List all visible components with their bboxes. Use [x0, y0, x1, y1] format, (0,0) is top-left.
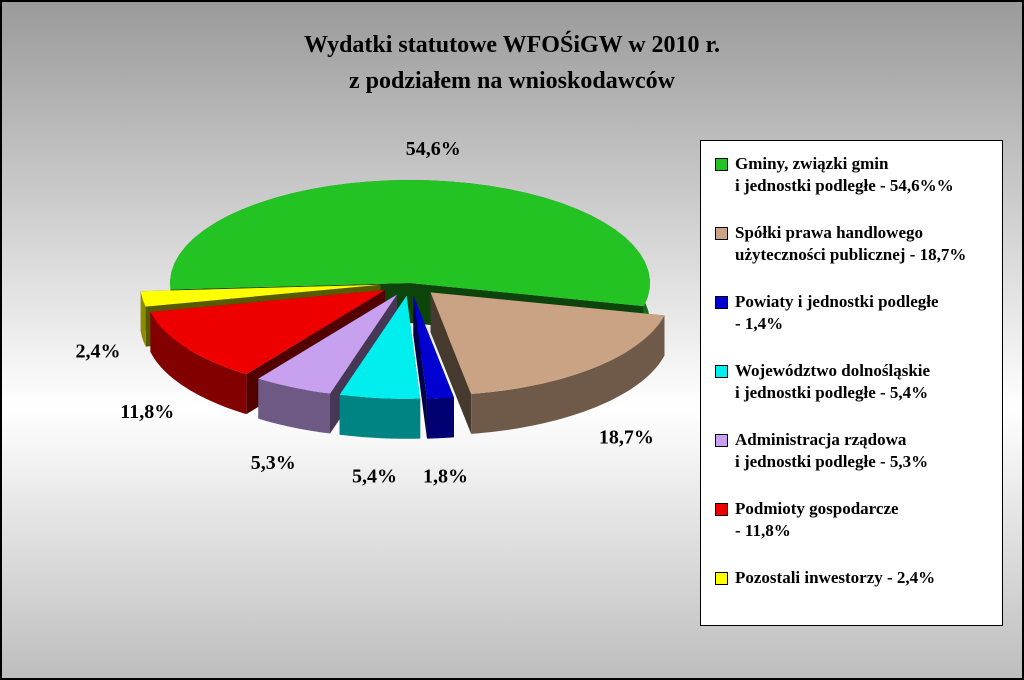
slice-wall	[339, 394, 421, 439]
slice-wall	[150, 311, 247, 415]
chart-subtitle: z podziałem na wnioskodawców	[349, 68, 676, 94]
slice-top	[258, 294, 397, 394]
slice-top	[150, 290, 385, 375]
legend-swatch	[715, 572, 728, 585]
chart-title: Wydatki statutowe WFOŚiGW w 2010 r.	[304, 31, 720, 58]
legend-swatch	[715, 296, 728, 309]
slice-side	[413, 295, 427, 439]
legend-swatch	[715, 227, 728, 240]
legend-entry: Gminy, związki gmin i jednostki podległe…	[713, 153, 994, 197]
legend-label: Pozostali inwestorzy - 2,4%	[735, 568, 936, 587]
data-label: 54,6%	[406, 138, 461, 160]
slice-wall	[258, 378, 331, 434]
slice-wall	[471, 315, 665, 434]
slice-side	[430, 292, 472, 434]
legend-swatch	[715, 434, 728, 447]
slice-top	[413, 295, 454, 399]
legend-label: Powiaty i jednostki podległe - 1,4%	[735, 292, 939, 333]
legend-entry: Województwo dolnośląskie i jednostki pod…	[713, 360, 994, 404]
data-label: 18,7%	[599, 427, 654, 449]
slice	[413, 295, 454, 439]
data-label: 5,3%	[251, 452, 296, 474]
legend-label: Administracja rządowa i jednostki podleg…	[735, 430, 929, 471]
slice	[430, 292, 665, 434]
data-label: 2,4%	[76, 341, 121, 363]
legend-label: Spółki prawa handlowego użyteczności pub…	[735, 223, 967, 264]
slice-wall	[426, 397, 454, 439]
legend-label: Podmioty gospodarcze - 11,8%	[735, 499, 899, 540]
legend-entry: Administracja rządowa i jednostki podleg…	[713, 429, 994, 473]
legend-entry: Spółki prawa handlowego użyteczności pub…	[713, 222, 994, 266]
legend-entry: Podmioty gospodarcze - 11,8%	[713, 498, 994, 542]
slice-top	[430, 292, 665, 394]
legend-entry: Pozostali inwestorzy - 2,4%	[713, 567, 994, 589]
legend-entry: Powiaty i jednostki podległe - 1,4%	[713, 291, 994, 335]
data-label: 1,8%	[423, 466, 468, 488]
legend-swatch	[715, 365, 728, 378]
slice	[339, 295, 421, 439]
legend-swatch	[715, 158, 728, 171]
pie: 54,6% 18,7% 1,8% 5,4% 5,3% 11,8% 2,4%	[76, 138, 665, 488]
legend-label: Gminy, związki gmin i jednostki podległe…	[735, 154, 954, 195]
slice-top	[170, 180, 650, 307]
legend-label: Województwo dolnośląskie i jednostki pod…	[735, 361, 931, 402]
legend: Gminy, związki gmin i jednostki podległe…	[700, 140, 1003, 626]
data-label: 11,8%	[120, 401, 174, 423]
slice-wall	[140, 291, 146, 347]
slice-top	[339, 295, 421, 399]
legend-swatch	[715, 503, 728, 516]
data-label: 5,4%	[352, 466, 397, 488]
slice-top	[140, 284, 381, 307]
